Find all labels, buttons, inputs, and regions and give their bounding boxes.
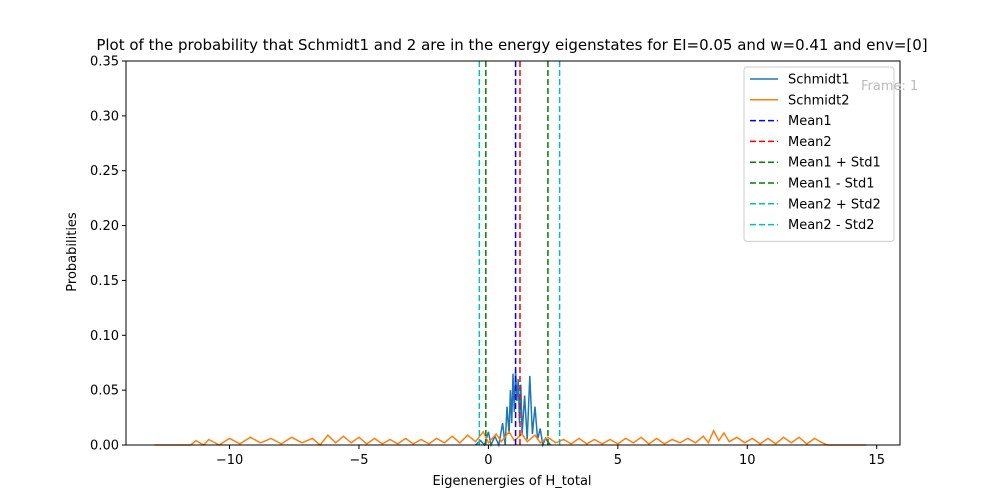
- legend-box: [743, 66, 895, 242]
- y-tick-label: 0.35: [90, 55, 119, 70]
- y-tick-label: 0.20: [90, 219, 119, 234]
- y-tick-label: 0.15: [90, 274, 119, 289]
- legend-label: Schmidt1: [788, 73, 850, 88]
- legend-label: Mean1 + Std1: [788, 156, 881, 171]
- legend: Schmidt1 Schmidt2 Mean1 Mean2 Mean1 + Std1 Me…: [743, 66, 895, 242]
- x-axis-label: Eigenenergies of H_total: [432, 474, 591, 489]
- x-tick-label: −5: [349, 453, 368, 468]
- y-tick-label: 0.25: [90, 164, 119, 179]
- y-tick-label: 0.30: [90, 109, 119, 124]
- x-tick-label: 5: [614, 453, 622, 468]
- legend-label: Mean2 + Std2: [788, 197, 881, 212]
- x-tick-label: 10: [739, 453, 756, 468]
- legend-label: Mean2 - Std2: [788, 218, 875, 233]
- legend-label: Schmidt2: [788, 93, 850, 108]
- y-tick-label: 0.05: [90, 384, 119, 399]
- y-tick-label: 0.10: [90, 329, 119, 344]
- plot-area: [154, 61, 867, 448]
- x-tick-label: 0: [484, 453, 492, 468]
- legend-label: Mean1: [788, 114, 832, 129]
- chart-title: Plot of the probability that Schmidt1 an…: [96, 36, 927, 54]
- frame-annotation: Frame: 1: [861, 79, 918, 94]
- legend-label: Mean1 - Std1: [788, 177, 875, 192]
- x-tick-label: 15: [868, 453, 885, 468]
- series-line-schmidt2: [154, 428, 867, 447]
- y-tick-label: 0.00: [90, 439, 119, 454]
- y-axis-label: Probabilities: [65, 212, 80, 292]
- axes-frame: [125, 60, 901, 446]
- legend-label: Mean2: [788, 135, 832, 150]
- axes: −10 −5 0 5 10 15 0.00 0.05 0.10 0.15 0.20 0.25 0.30 0…: [90, 55, 901, 468]
- x-tick-label: −10: [216, 453, 243, 468]
